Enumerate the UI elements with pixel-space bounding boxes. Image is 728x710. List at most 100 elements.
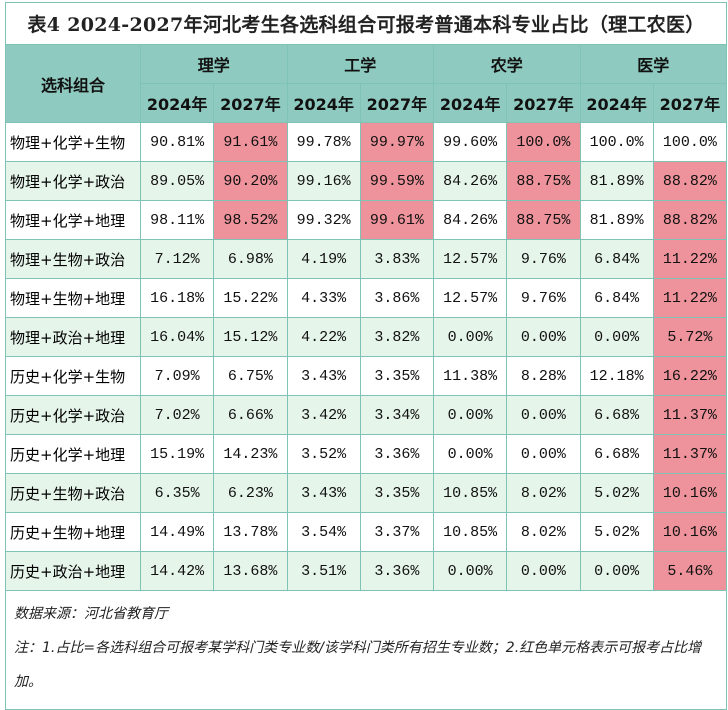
value-cell: 3.37% xyxy=(359,512,435,552)
value-cell: 3.51% xyxy=(286,551,361,591)
value-cell: 6.23% xyxy=(213,473,288,513)
value-cell: 3.34% xyxy=(359,395,435,435)
value-cell: 3.36% xyxy=(359,434,435,474)
value-cell: 5.02% xyxy=(579,512,654,552)
row-combo-label: 物理+化学+生物 xyxy=(5,122,141,162)
value-cell: 3.54% xyxy=(286,512,361,552)
value-cell: 98.11% xyxy=(139,200,215,240)
value-cell: 100.0% xyxy=(652,122,728,162)
value-cell: 7.12% xyxy=(139,239,215,279)
table-row: 历史+化学+政治 7.02% 6.66% 3.42% 3.34% 0.00% 0.00% 6.… xyxy=(5,395,728,435)
value-cell: 16.04% xyxy=(139,317,215,357)
value-cell: 99.61% xyxy=(359,200,435,240)
value-cell: 11.22% xyxy=(652,239,728,279)
value-cell: 99.16% xyxy=(286,161,361,201)
value-cell: 0.00% xyxy=(506,395,581,435)
header-subject-science: 理学 xyxy=(140,44,288,84)
header-year: 2027年 xyxy=(652,83,728,123)
value-cell: 91.61% xyxy=(213,122,288,162)
value-cell: 13.68% xyxy=(213,551,288,591)
data-table-container: 表4 2024-2027年河北考生各选科组合可报考普通本科专业占比（理工农医） … xyxy=(4,2,728,710)
row-combo-label: 物理+化学+地理 xyxy=(5,200,141,240)
value-cell: 88.75% xyxy=(506,161,581,201)
row-combo-label: 历史+生物+政治 xyxy=(5,473,141,513)
value-cell: 5.02% xyxy=(579,473,654,513)
value-cell: 90.20% xyxy=(213,161,288,201)
value-cell: 99.78% xyxy=(286,122,361,162)
value-cell: 6.84% xyxy=(579,278,654,318)
table-row: 历史+化学+地理 15.19% 14.23% 3.52% 3.36% 0.00% 0.00%… xyxy=(5,434,728,474)
header-year: 2027年 xyxy=(506,83,581,123)
header-subject-engineering: 工学 xyxy=(286,44,434,84)
table-row: 物理+化学+政治 89.05% 90.20% 99.16% 99.59% 84.26% 88… xyxy=(5,161,728,201)
value-cell: 3.82% xyxy=(359,317,435,357)
value-cell: 3.35% xyxy=(359,356,435,396)
value-cell: 3.43% xyxy=(286,356,361,396)
value-cell: 89.05% xyxy=(139,161,215,201)
value-cell: 5.46% xyxy=(652,551,728,591)
value-cell: 10.85% xyxy=(432,512,508,552)
value-cell: 16.18% xyxy=(139,278,215,318)
value-cell: 12.57% xyxy=(432,239,508,279)
value-cell: 0.00% xyxy=(432,395,508,435)
row-combo-label: 历史+政治+地理 xyxy=(5,551,141,591)
value-cell: 7.09% xyxy=(139,356,215,396)
value-cell: 11.22% xyxy=(652,278,728,318)
table-row: 历史+政治+地理 14.42% 13.68% 3.51% 3.36% 0.00% 0.00%… xyxy=(5,551,728,591)
table-row: 物理+化学+生物 90.81% 91.61% 99.78% 99.97% 99.60% 10… xyxy=(5,122,728,162)
row-combo-label: 物理+政治+地理 xyxy=(5,317,141,357)
row-combo-label: 物理+化学+政治 xyxy=(5,161,141,201)
value-cell: 0.00% xyxy=(506,551,581,591)
value-cell: 6.66% xyxy=(213,395,288,435)
value-cell: 0.00% xyxy=(506,317,581,357)
row-combo-label: 物理+生物+地理 xyxy=(5,278,141,318)
row-combo-label: 历史+化学+政治 xyxy=(5,395,141,435)
table-row: 历史+生物+政治 6.35% 6.23% 3.43% 3.35% 10.85% 8.02% 5… xyxy=(5,473,728,513)
value-cell: 3.35% xyxy=(359,473,435,513)
row-combo-label: 历史+化学+地理 xyxy=(5,434,141,474)
value-cell: 3.86% xyxy=(359,278,435,318)
value-cell: 6.75% xyxy=(213,356,288,396)
value-cell: 10.16% xyxy=(652,473,728,513)
data-source: 数据来源：河北省教育厅 xyxy=(14,606,168,622)
value-cell: 3.83% xyxy=(359,239,435,279)
value-cell: 88.75% xyxy=(506,200,581,240)
value-cell: 88.82% xyxy=(652,161,728,201)
value-cell: 15.19% xyxy=(139,434,215,474)
row-combo-label: 历史+生物+地理 xyxy=(5,512,141,552)
header-year: 2024年 xyxy=(579,83,654,123)
value-cell: 84.26% xyxy=(432,161,508,201)
value-cell: 0.00% xyxy=(432,434,508,474)
value-cell: 4.33% xyxy=(286,278,361,318)
value-cell: 11.37% xyxy=(652,395,728,435)
value-cell: 16.22% xyxy=(652,356,728,396)
footnote: 注：1.占比=各选科组合可报考某学科门类专业数/该学科门类所有招生专业数；2.红… xyxy=(14,640,702,690)
value-cell: 10.16% xyxy=(652,512,728,552)
table-row: 物理+生物+政治 7.12% 6.98% 4.19% 3.83% 12.57% 9.76% 6… xyxy=(5,239,728,279)
value-cell: 0.00% xyxy=(432,551,508,591)
value-cell: 99.60% xyxy=(432,122,508,162)
value-cell: 90.81% xyxy=(139,122,215,162)
row-combo-label: 物理+生物+政治 xyxy=(5,239,141,279)
value-cell: 0.00% xyxy=(506,434,581,474)
value-cell: 0.00% xyxy=(579,317,654,357)
value-cell: 15.22% xyxy=(213,278,288,318)
value-cell: 14.23% xyxy=(213,434,288,474)
value-cell: 3.52% xyxy=(286,434,361,474)
table-footer: 数据来源：河北省教育厅 注：1.占比=各选科组合可报考某学科门类专业数/该学科门… xyxy=(4,590,728,710)
value-cell: 12.18% xyxy=(579,356,654,396)
value-cell: 4.22% xyxy=(286,317,361,357)
value-cell: 4.19% xyxy=(286,239,361,279)
value-cell: 99.59% xyxy=(359,161,435,201)
value-cell: 12.57% xyxy=(432,278,508,318)
value-cell: 13.78% xyxy=(213,512,288,552)
value-cell: 6.98% xyxy=(213,239,288,279)
header-year: 2024年 xyxy=(286,83,361,123)
value-cell: 100.0% xyxy=(579,122,654,162)
value-cell: 6.84% xyxy=(579,239,654,279)
header-year: 2024年 xyxy=(139,83,215,123)
value-cell: 100.0% xyxy=(506,122,581,162)
table-row: 物理+化学+地理 98.11% 98.52% 99.32% 99.61% 84.26% 88… xyxy=(5,200,728,240)
table-row: 历史+化学+生物 7.09% 6.75% 3.43% 3.35% 11.38% 8.28% 1… xyxy=(5,356,728,396)
value-cell: 81.89% xyxy=(579,200,654,240)
